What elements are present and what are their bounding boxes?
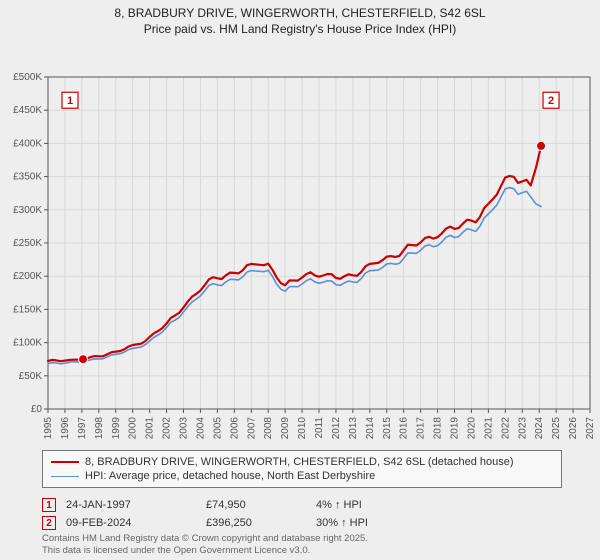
svg-text:2026: 2026 <box>568 417 579 440</box>
svg-text:£100K: £100K <box>13 338 42 349</box>
price-point-date: 09-FEB-2024 <box>66 517 196 529</box>
legend-row: HPI: Average price, detached house, Nort… <box>51 469 553 483</box>
svg-text:2014: 2014 <box>365 417 376 440</box>
svg-text:£350K: £350K <box>13 172 42 183</box>
price-point-row: 2 09-FEB-2024 £396,250 30% ↑ HPI <box>42 514 562 532</box>
svg-text:£0: £0 <box>31 404 43 415</box>
svg-text:2004: 2004 <box>195 417 206 440</box>
svg-text:2022: 2022 <box>500 417 511 440</box>
svg-text:2025: 2025 <box>551 417 562 440</box>
legend-label: HPI: Average price, detached house, Nort… <box>85 470 375 482</box>
legend-swatch <box>51 461 79 463</box>
svg-text:2: 2 <box>548 95 554 107</box>
price-points-table: 1 24-JAN-1997 £74,950 4% ↑ HPI 2 09-FEB-2024 £… <box>42 496 562 532</box>
svg-text:£50K: £50K <box>19 371 43 382</box>
price-point-marker: 2 <box>42 516 56 530</box>
svg-text:1999: 1999 <box>111 417 122 440</box>
svg-text:2008: 2008 <box>263 417 274 440</box>
svg-text:2002: 2002 <box>162 417 173 440</box>
svg-text:1998: 1998 <box>94 417 105 440</box>
svg-text:2017: 2017 <box>416 417 427 440</box>
svg-text:2019: 2019 <box>450 417 461 440</box>
svg-text:2020: 2020 <box>466 417 477 440</box>
svg-text:£450K: £450K <box>13 105 42 116</box>
svg-text:2003: 2003 <box>179 417 190 440</box>
attribution: Contains HM Land Registry data © Crown c… <box>42 533 368 556</box>
svg-text:2015: 2015 <box>382 417 393 440</box>
svg-text:£250K: £250K <box>13 238 42 249</box>
svg-text:1997: 1997 <box>77 417 88 440</box>
svg-text:2006: 2006 <box>229 417 240 440</box>
svg-text:2010: 2010 <box>297 417 308 440</box>
svg-text:2007: 2007 <box>246 417 257 440</box>
attribution-line-1: Contains HM Land Registry data © Crown c… <box>42 533 368 544</box>
line-chart: £0 £50K £100K £150K £200K £250K £300K £350K £400… <box>0 37 600 447</box>
svg-text:£400K: £400K <box>13 139 42 150</box>
svg-text:2024: 2024 <box>534 417 545 440</box>
svg-text:£150K: £150K <box>13 305 42 316</box>
legend-label: 8, BRADBURY DRIVE, WINGERWORTH, CHESTERF… <box>85 456 514 468</box>
legend-row: 8, BRADBURY DRIVE, WINGERWORTH, CHESTERF… <box>51 455 553 469</box>
svg-text:1995: 1995 <box>43 417 54 440</box>
svg-text:2027: 2027 <box>585 417 596 440</box>
svg-text:2001: 2001 <box>145 417 156 440</box>
svg-text:2023: 2023 <box>517 417 528 440</box>
svg-text:£200K: £200K <box>13 271 42 282</box>
svg-text:2000: 2000 <box>128 417 139 440</box>
svg-text:1996: 1996 <box>60 417 71 440</box>
title-line-1: 8, BRADBURY DRIVE, WINGERWORTH, CHESTERF… <box>0 6 600 22</box>
price-point-marker: 1 <box>42 498 56 512</box>
price-point-pct: 4% ↑ HPI <box>316 499 436 511</box>
price-point-pct: 30% ↑ HPI <box>316 517 436 529</box>
svg-text:2011: 2011 <box>314 417 325 439</box>
svg-text:2012: 2012 <box>331 417 342 440</box>
svg-text:2021: 2021 <box>483 417 494 440</box>
legend-swatch <box>51 476 79 477</box>
price-point-price: £74,950 <box>206 499 306 511</box>
price-point-row: 1 24-JAN-1997 £74,950 4% ↑ HPI <box>42 496 562 514</box>
chart-title: 8, BRADBURY DRIVE, WINGERWORTH, CHESTERF… <box>0 0 600 37</box>
svg-text:2018: 2018 <box>433 417 444 440</box>
svg-text:2009: 2009 <box>280 417 291 440</box>
chart-container: 8, BRADBURY DRIVE, WINGERWORTH, CHESTERF… <box>0 0 600 560</box>
svg-text:2013: 2013 <box>348 417 359 440</box>
title-line-2: Price paid vs. HM Land Registry's House … <box>0 22 600 38</box>
legend: 8, BRADBURY DRIVE, WINGERWORTH, CHESTERF… <box>42 450 562 488</box>
price-point-price: £396,250 <box>206 517 306 529</box>
svg-text:2005: 2005 <box>212 417 223 440</box>
svg-text:£300K: £300K <box>13 205 42 216</box>
attribution-line-2: This data is licensed under the Open Gov… <box>42 545 368 556</box>
svg-text:£500K: £500K <box>13 72 42 83</box>
svg-text:2016: 2016 <box>399 417 410 440</box>
price-point-date: 24-JAN-1997 <box>66 499 196 511</box>
svg-text:1: 1 <box>67 95 73 107</box>
